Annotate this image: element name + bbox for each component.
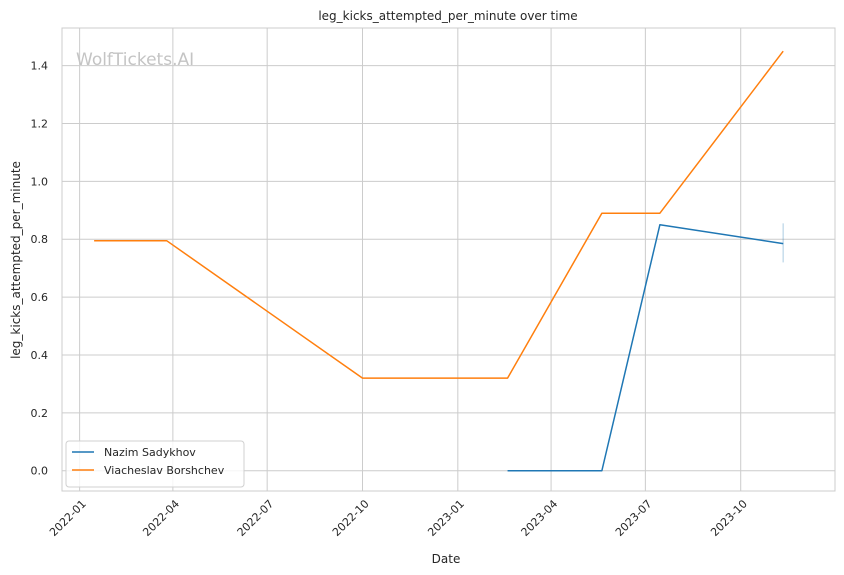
y-axis-title: leg_kicks_attempted_per_minute (9, 161, 23, 359)
y-tick-label: 0.2 (31, 407, 49, 420)
legend-box (65, 440, 245, 488)
y-tick-label: 0.0 (31, 465, 49, 478)
x-axis-ticks: 2022-01 2022-04 2022-07 2022-10 2023-01 2023-… (47, 497, 750, 539)
x-tick-label: 2023-07 (613, 497, 655, 539)
x-tick-label: 2022-07 (235, 497, 277, 539)
y-tick-label: 0.4 (31, 349, 49, 362)
plot-area-frame (61, 27, 836, 492)
legend-label-0: Nazim Sadykhov (104, 446, 196, 459)
watermark-text: WolfTickets.AI (76, 50, 194, 70)
x-tick-label: 2022-04 (140, 497, 182, 539)
x-tick-label: 2023-04 (519, 497, 561, 539)
y-tick-label: 1.0 (31, 175, 49, 188)
x-tick-label: 2022-10 (330, 497, 372, 539)
x-axis-title: Date (432, 552, 461, 566)
x-tick-label: 2023-10 (708, 497, 750, 539)
y-tick-label: 0.6 (31, 291, 49, 304)
y-axis-ticks: 0.0 0.2 0.4 0.6 0.8 1.0 1.2 1.4 (31, 60, 49, 478)
chart-title: leg_kicks_attempted_per_minute over time (318, 9, 577, 23)
x-tick-label: 2022-01 (47, 497, 89, 539)
x-tick-label: 2023-01 (425, 497, 467, 539)
grid (62, 28, 835, 491)
y-tick-label: 1.4 (31, 60, 49, 73)
series-line-0 (507, 224, 784, 472)
series-line-1 (94, 50, 784, 379)
legend-label-1: Viacheslav Borshchev (104, 464, 225, 477)
series-layer (94, 50, 784, 472)
legend: Nazim Sadykhov Viacheslav Borshchev (65, 440, 245, 488)
y-tick-label: 0.8 (31, 233, 49, 246)
y-tick-label: 1.2 (31, 117, 49, 130)
